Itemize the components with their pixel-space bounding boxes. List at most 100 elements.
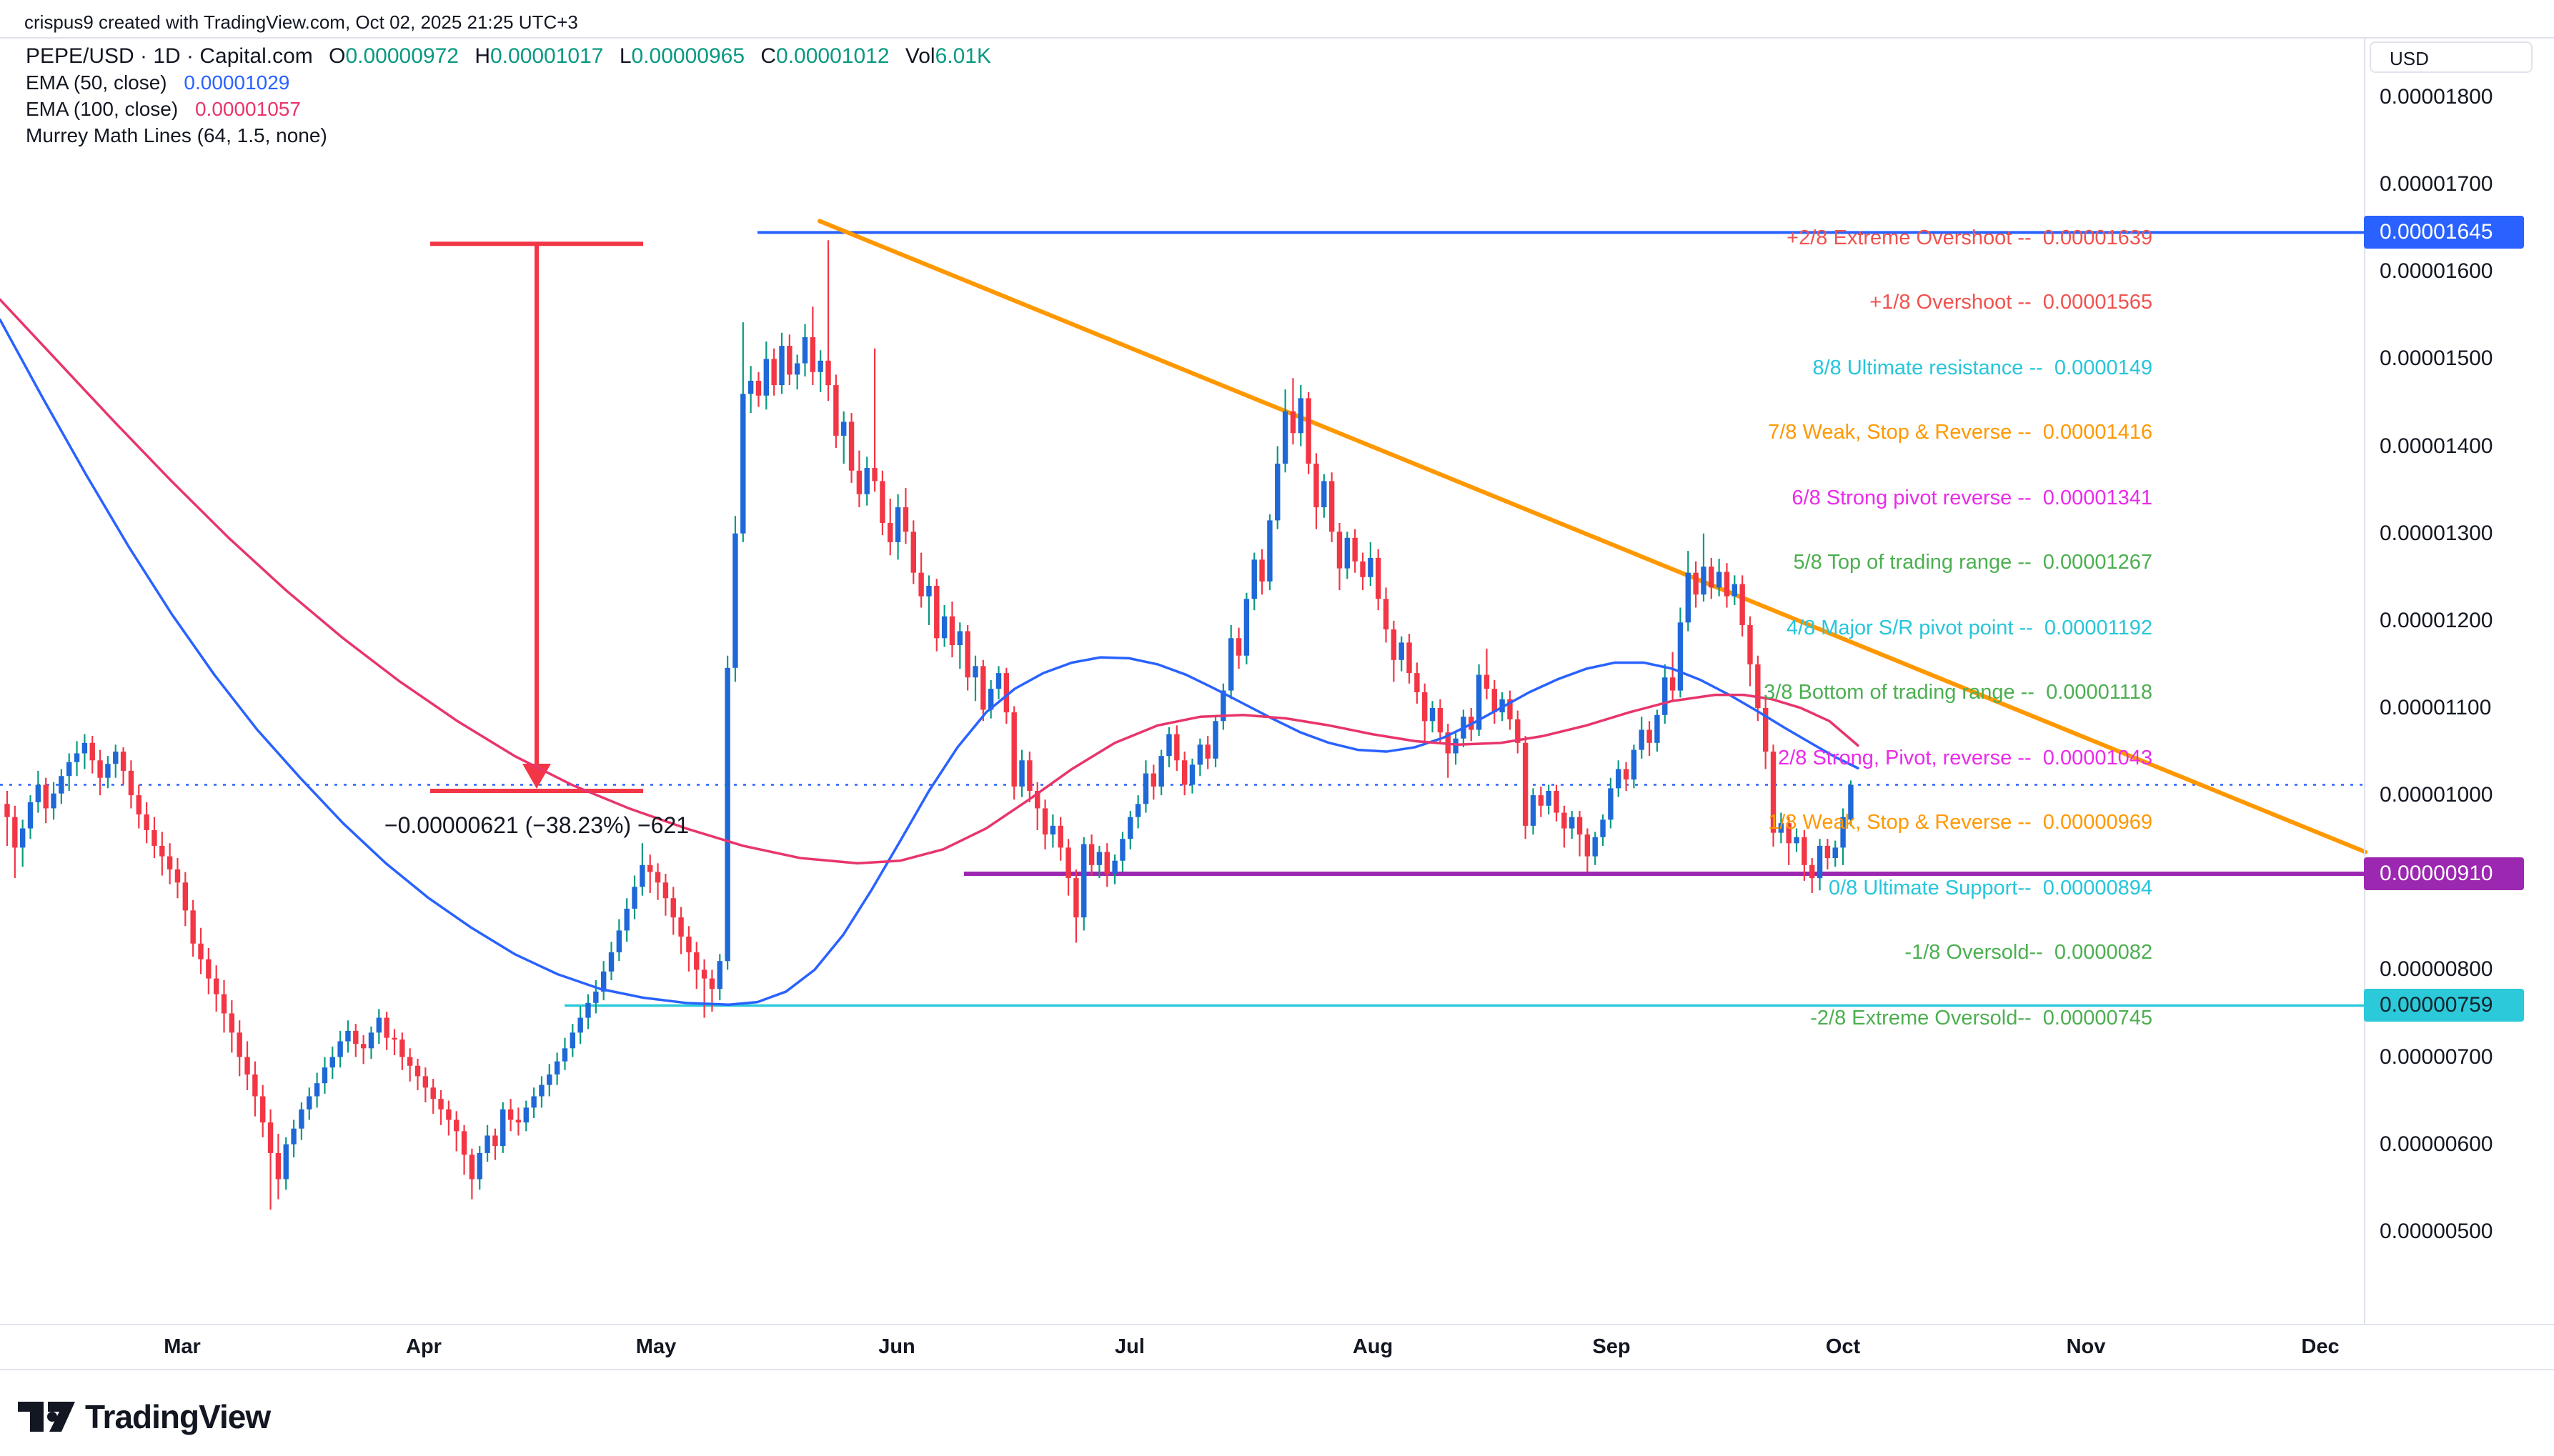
candle-body — [345, 1030, 351, 1042]
time-axis-month-mar[interactable]: Mar — [164, 1335, 201, 1358]
candle-body — [1429, 707, 1436, 722]
time-axis-month-sep[interactable]: Sep — [1592, 1335, 1631, 1358]
candle-body — [957, 631, 963, 646]
candle-body — [1554, 791, 1559, 813]
symbol-title[interactable]: PEPE/USD · 1D · Capital.com — [26, 44, 313, 68]
murrey-level-label: +2/8 Extreme Overshoot -- 0.00001639 — [1787, 226, 2152, 249]
time-axis-month-jul[interactable]: Jul — [1115, 1335, 1145, 1358]
candle-body — [1112, 860, 1118, 874]
murrey-legend-row[interactable]: Murrey Math Lines (64, 1.5, none) — [26, 122, 991, 149]
candle-body — [167, 856, 173, 869]
price-axis-tick: 0.00001500 — [2380, 346, 2493, 371]
candlestick-series[interactable] — [4, 240, 1854, 1210]
time-axis-month-nov[interactable]: Nov — [2066, 1335, 2106, 1358]
candle-body — [477, 1152, 482, 1180]
murrey-level-label: 7/8 Weak, Stop & Reverse -- 0.00001416 — [1768, 421, 2152, 444]
candle-body — [1096, 852, 1103, 865]
murrey-level-label: -2/8 Extreme Oversold-- 0.00000745 — [1810, 1006, 2152, 1029]
price-range-tool[interactable] — [430, 241, 643, 794]
ema50-legend-row[interactable]: EMA (50, close) 0.00001029 — [26, 69, 991, 96]
time-axis-month-oct[interactable]: Oct — [1825, 1335, 1861, 1358]
candle-body — [74, 753, 80, 762]
candle-body — [1654, 714, 1660, 743]
ema50-label[interactable]: EMA (50, close) — [26, 71, 167, 94]
candle-body — [174, 869, 181, 883]
candle-body — [1135, 804, 1141, 817]
murrey-level-label: -1/8 Oversold-- 0.0000082 — [1904, 940, 2152, 964]
price-axis-tick: 0.00000500 — [2380, 1219, 2493, 1243]
candle-body — [105, 764, 111, 778]
symbol-row[interactable]: PEPE/USD · 1D · Capital.com O0.00000972 … — [26, 43, 991, 69]
candle-body — [608, 952, 615, 972]
currency-toggle[interactable]: USD — [2370, 41, 2533, 73]
murrey-level-label: 3/8 Bottom of trading range -- 0.0000111… — [1764, 680, 2152, 704]
high-label: H — [474, 44, 490, 68]
price-axis-tick: 0.00001600 — [2380, 259, 2493, 284]
trendline-orange[interactable] — [818, 219, 2367, 854]
time-axis-top-separator — [0, 1324, 2554, 1325]
tradingview-logo[interactable]: TradingView — [18, 1397, 271, 1436]
candle-body — [1476, 674, 1482, 730]
candle-body — [97, 760, 103, 778]
candle-body — [144, 814, 149, 830]
candle-body — [1530, 795, 1536, 826]
ema50-line[interactable] — [0, 318, 1859, 1007]
candle-body — [392, 1037, 397, 1040]
candle-body — [640, 864, 645, 887]
ema100-label[interactable]: EMA (100, close) — [26, 98, 179, 120]
volume-value: 6.01K — [935, 44, 991, 68]
candle-body — [1616, 769, 1621, 789]
candle-body — [399, 1039, 405, 1057]
candle-body — [120, 752, 126, 771]
candle-body — [307, 1096, 312, 1110]
low-value: 0.00000965 — [631, 44, 745, 68]
candle-body — [1290, 411, 1296, 434]
candle-body — [1042, 808, 1048, 835]
time-axis-month-may[interactable]: May — [635, 1335, 677, 1358]
candle-body — [1762, 707, 1769, 752]
candle-body — [1623, 769, 1629, 780]
candle-body — [368, 1032, 374, 1049]
candle-body — [430, 1087, 436, 1100]
candle-body — [670, 898, 676, 918]
time-axis-month-dec[interactable]: Dec — [2301, 1335, 2340, 1358]
candle-body — [841, 422, 847, 436]
candle-body — [833, 385, 839, 436]
ema100-line[interactable] — [0, 298, 1859, 865]
price-axis-tick: 0.00001700 — [2380, 172, 2493, 196]
ema100-legend-row[interactable]: EMA (100, close) 0.00001057 — [26, 96, 991, 122]
ema100-value: 0.00001057 — [194, 98, 301, 120]
price-range-measurement-label[interactable]: −0.00000621 (−38.23%) −621 — [384, 812, 690, 838]
time-axis-bottom-separator — [0, 1369, 2554, 1370]
candle-body — [1608, 788, 1614, 820]
candle-body — [51, 793, 56, 809]
murrey-label[interactable]: Murrey Math Lines (64, 1.5, none) — [26, 124, 327, 146]
candle-body — [1522, 742, 1529, 826]
candle-body — [283, 1144, 289, 1180]
attribution-text: crispus9 created with TradingView.com, O… — [24, 11, 578, 33]
candle-body — [206, 959, 212, 979]
time-axis-month-apr[interactable]: Apr — [406, 1335, 442, 1358]
candle-body — [1328, 481, 1335, 532]
candle-body — [190, 910, 196, 944]
candle-body — [81, 742, 88, 754]
time-axis-month-aug[interactable]: Aug — [1352, 1335, 1393, 1358]
top-separator — [0, 37, 2554, 39]
candle-body — [1128, 817, 1133, 839]
candle-body — [547, 1074, 552, 1085]
candle-body — [755, 380, 762, 396]
time-axis-month-jun[interactable]: Jun — [878, 1335, 915, 1358]
candle-body — [12, 817, 18, 848]
candle-body — [918, 572, 924, 597]
candle-body — [632, 887, 637, 909]
murrey-level-label: 4/8 Major S/R pivot point -- 0.00001192 — [1786, 616, 2152, 639]
candle-body — [810, 336, 816, 372]
candle-body — [1221, 690, 1226, 722]
candle-body — [593, 991, 599, 1003]
price-axis-separator — [2364, 37, 2365, 1324]
candle-body — [1561, 812, 1567, 829]
price-line-badge: 0.00000910 — [2364, 857, 2524, 891]
candle-body — [151, 829, 157, 846]
time-axis[interactable] — [0, 1325, 2554, 1368]
